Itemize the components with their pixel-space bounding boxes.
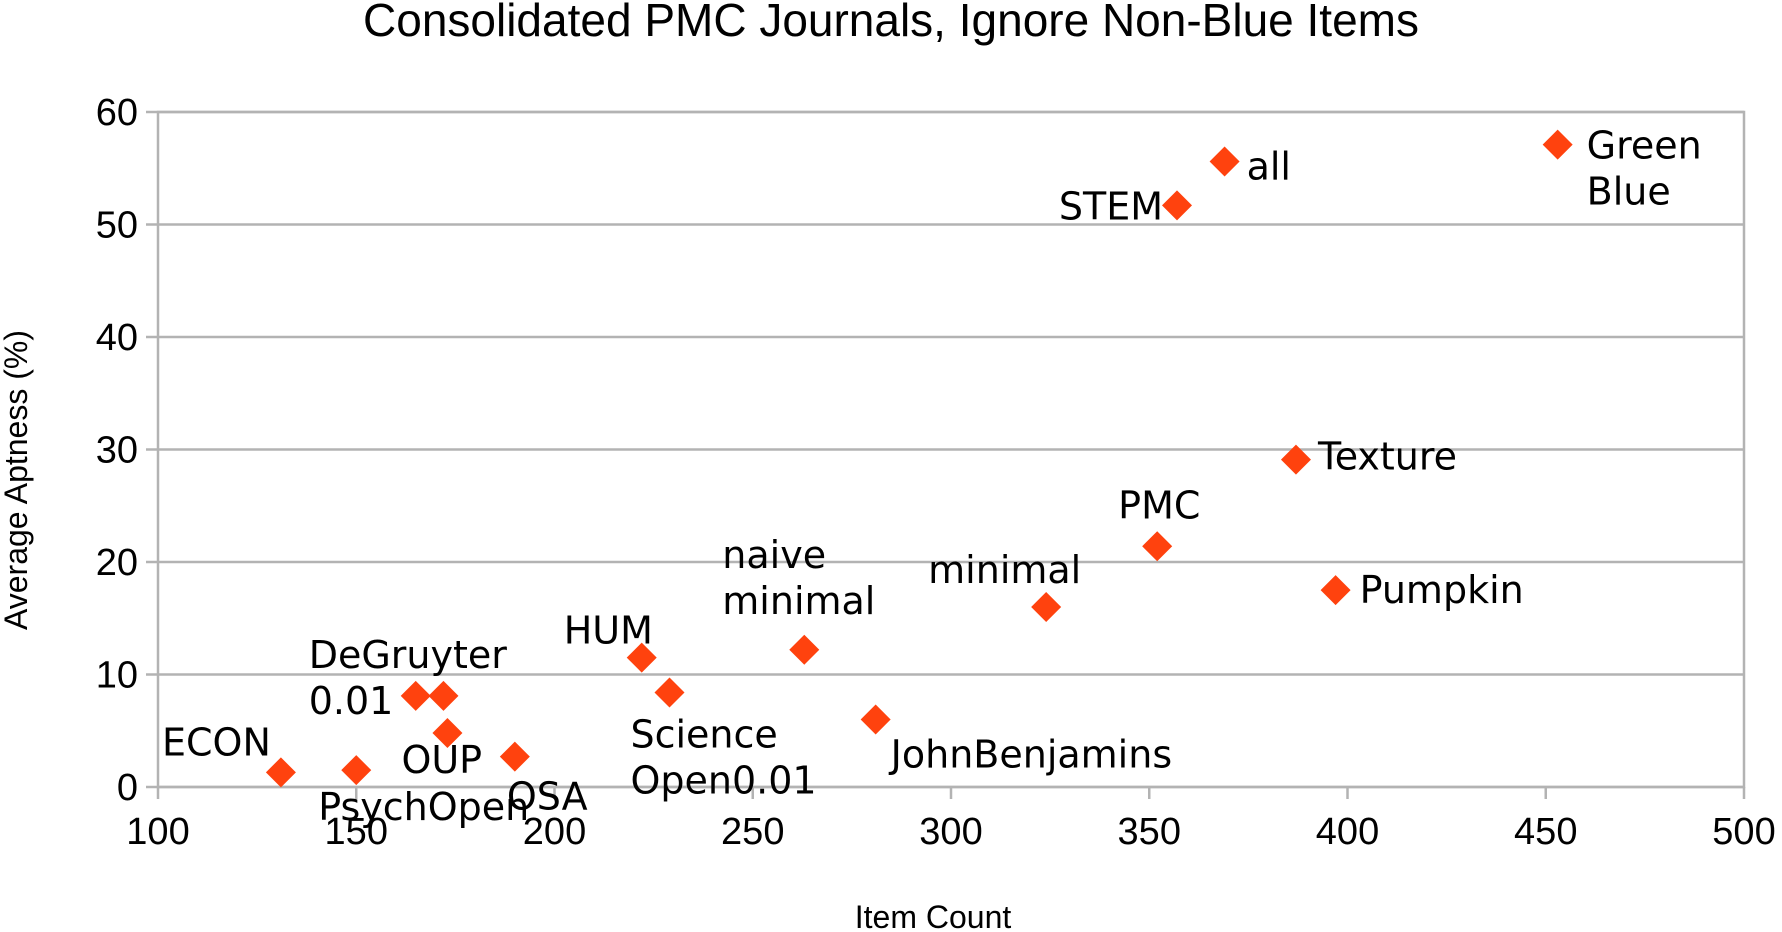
y-tick-label: 10 [96,655,138,697]
x-tick-label: 200 [523,811,586,853]
y-tick-label: 50 [96,205,138,247]
x-tick-label: 500 [1712,811,1775,853]
data-point [341,755,372,786]
data-point [789,634,820,665]
y-tick-label: 30 [96,430,138,472]
data-point [1320,575,1351,606]
x-tick-label: 100 [126,811,189,853]
x-tick-label: 400 [1316,811,1379,853]
chart-title: Consolidated PMC Journals, Ignore Non-Bl… [363,0,1419,46]
data-point [1209,146,1240,177]
data-label: Science Open0.01 [630,713,816,803]
data-label: Texture [1317,435,1457,479]
data-point [400,680,431,711]
data-point [1280,444,1311,475]
data-label: naive minimal [722,533,875,623]
y-tick-label: 20 [96,542,138,584]
data-point [654,677,685,708]
data-points [265,129,1573,788]
x-tick-label: 250 [721,811,784,853]
data-label: Pumpkin [1360,568,1524,612]
data-point [860,704,891,735]
x-axis-label: Item Count [855,899,1012,932]
x-tick-label: 450 [1514,811,1577,853]
gridlines [158,110,1744,789]
data-point [265,757,296,788]
y-tick-label: 40 [96,317,138,359]
x-tick-label: 150 [325,811,388,853]
data-point [428,680,459,711]
y-axis-label: Average Aptness (%) [0,330,34,630]
data-point [1142,531,1173,562]
data-point [499,741,530,772]
data-label: JohnBenjamins [889,733,1172,777]
x-tick-label: 300 [919,811,982,853]
data-point [432,718,463,748]
y-tick-label: 60 [96,92,138,134]
data-point [626,642,657,673]
data-label: PsychOpen [318,785,529,829]
data-point [1162,190,1193,221]
data-label: DeGruyter 0.01 [309,633,508,723]
x-tick-label: 350 [1118,811,1181,853]
y-tick-label: 0 [117,767,138,809]
data-label: STEM [1059,184,1163,228]
data-label: all [1247,145,1291,189]
data-label: Green Blue [1587,124,1702,214]
data-label: PMC [1118,483,1200,527]
data-point [1031,592,1062,622]
data-point [1542,129,1573,160]
data-label: OSA [507,775,588,819]
point-labels: ECON PsychOpen DeGruyter 0.01 OUP OSA HUM Scien… [162,124,1702,830]
axis-ticks: 0 10 20 30 40 50 60 100 150 200 250 300 350 400 450 500 [96,92,1776,853]
data-label: minimal [928,548,1081,592]
data-label: OUP [401,738,482,782]
data-label: HUM [564,609,653,653]
data-label: ECON [162,720,271,764]
